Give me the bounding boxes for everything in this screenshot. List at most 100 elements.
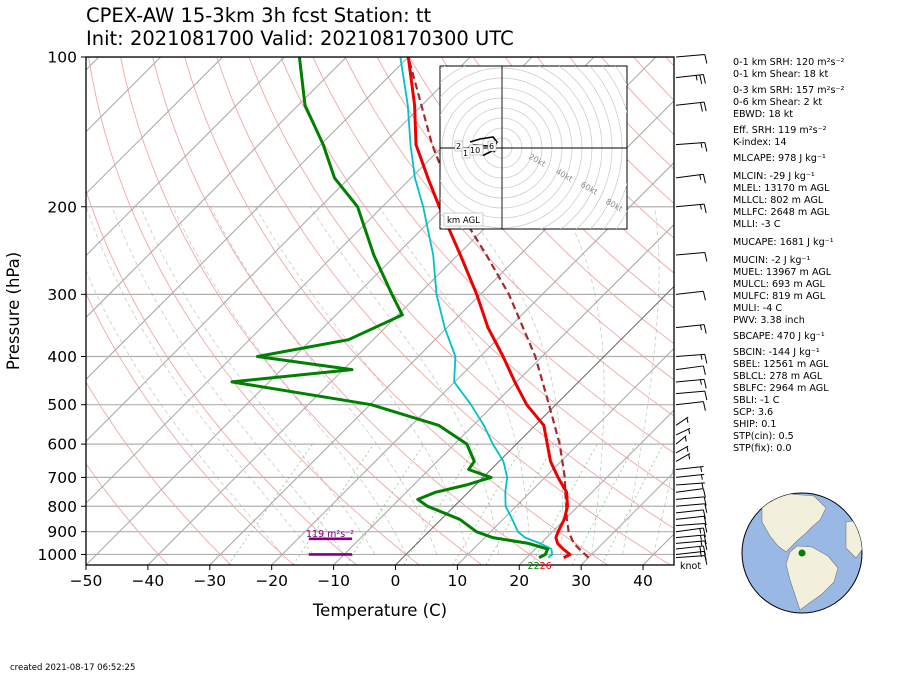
x-tick-label: −10	[317, 572, 350, 590]
wind-barb-flag	[702, 488, 706, 498]
stat-line: SBCAPE: 470 J kg⁻¹	[733, 331, 825, 342]
wind-barb-staff	[675, 527, 704, 533]
wind-barb-flag	[702, 509, 706, 519]
wind-barb-half-flag	[695, 75, 698, 81]
mixing-ratio-line	[601, 443, 664, 565]
wind-barb	[675, 509, 706, 519]
y-tick-label: 700	[47, 469, 77, 487]
wind-barb-half-flag	[700, 541, 703, 547]
wind-barb-half-flag	[699, 324, 702, 331]
hodograph-height-label: 6	[489, 142, 494, 151]
wind-barb	[675, 353, 708, 364]
wetbulb-profile-line	[399, 57, 553, 559]
x-tick-label: −40	[132, 572, 165, 590]
wind-barb-staff	[675, 453, 691, 462]
wind-barb-half-flag	[700, 142, 703, 148]
wind-barb-flag	[703, 324, 707, 334]
stat-line: MULFC: 819 m AGL	[733, 291, 826, 302]
wind-barb	[675, 550, 707, 561]
surface-temperature-label: 26	[540, 561, 552, 572]
stat-line: SCP: 3.6	[733, 407, 774, 418]
mixing-ratio-line	[571, 443, 636, 565]
wind-barb	[675, 142, 708, 152]
dry-adiabat	[86, 462, 169, 565]
wind-barb	[675, 473, 705, 480]
dry-adiabat	[344, 57, 674, 417]
wind-barb-flag	[703, 496, 707, 506]
wind-barb-staff	[675, 545, 704, 550]
dry-adiabat	[86, 292, 295, 565]
stat-line: 0-1 km SRH: 120 m²s⁻²	[733, 57, 845, 68]
wind-barb-flag	[703, 534, 707, 545]
wind-barb	[675, 527, 706, 538]
stat-line: SHIP: 0.1	[733, 419, 777, 430]
sounding-indices-panel: 0-1 km SRH: 120 m²s⁻² 0-1 km Shear: 18 kt…	[733, 57, 844, 455]
wind-barb	[675, 503, 708, 513]
surface-dewpoint-label: 22	[528, 561, 540, 572]
dewpoint-profile-line	[230, 57, 550, 560]
wind-barb-flag	[703, 516, 707, 526]
dry-adiabat	[408, 57, 674, 345]
wind-barb-flag	[702, 527, 706, 538]
moist-adiabat	[378, 206, 531, 555]
stat-line: SBLI: -1 C	[733, 395, 780, 406]
isotherm	[86, 57, 409, 381]
wind-barb	[675, 427, 691, 436]
wind-barb-staff	[675, 203, 705, 208]
hodograph-height-box	[461, 147, 471, 159]
stat-line: 0-1 km Shear: 18 kt	[733, 69, 829, 80]
wind-barb-staff	[675, 515, 705, 520]
wind-barb-staff	[675, 488, 704, 493]
stat-line: MUCIN: -2 J kg⁻¹	[733, 255, 811, 266]
x-tick-label: 30	[571, 572, 591, 590]
wind-barb-half-flag	[688, 428, 691, 435]
wind-barb-flag	[704, 391, 708, 401]
wind-barb	[675, 534, 707, 545]
stat-line: MLCAPE: 978 J kg⁻¹	[733, 153, 826, 164]
wind-barb	[675, 545, 706, 556]
y-tick-label: 900	[47, 523, 77, 541]
wind-barb-staff	[675, 142, 705, 146]
wind-barb-half-flag	[699, 551, 702, 557]
temperature-profile-line	[406, 57, 572, 560]
wind-barb	[675, 488, 706, 498]
moist-adiabat	[210, 206, 438, 555]
stat-line: MULCL: 693 m AGL	[733, 279, 825, 290]
wind-barb-flag	[704, 54, 708, 64]
wind-barb-staff	[675, 482, 705, 486]
stat-line: MLLI: -3 C	[733, 219, 781, 230]
wind-barb-flag	[704, 540, 708, 551]
wind-barb	[675, 540, 708, 551]
wind-barb-half-flag	[699, 174, 702, 180]
stat-line: SBLFC: 2964 m AGL	[733, 383, 829, 394]
wind-barb	[675, 515, 707, 526]
wind-barb-staff	[675, 390, 705, 395]
mixing-ratio-line	[345, 443, 425, 565]
isotherm	[86, 57, 162, 133]
wind-barb	[675, 101, 707, 112]
x-tick-label: 0	[391, 572, 401, 590]
wind-barb-flag	[702, 545, 706, 556]
created-timestamp: created 2021-08-17 06:52:25	[10, 663, 136, 673]
hodograph-height-label: 10	[470, 146, 480, 155]
stat-line: MUCAPE: 1681 J kg⁻¹	[733, 237, 834, 248]
location-globe	[741, 492, 863, 614]
wind-barb-staff	[675, 523, 705, 527]
wind-barb-staff	[675, 445, 689, 454]
hodograph-height-label: 1	[463, 149, 468, 158]
wind-barb-staff	[675, 378, 705, 383]
wind-barb-staff	[675, 540, 705, 544]
stat-line: STP(fix): 0.0	[733, 443, 792, 454]
moist-adiabat	[172, 206, 407, 555]
stat-line: MLLCL: 802 m AGL	[733, 195, 824, 206]
stat-line: SBLCL: 278 m AGL	[733, 371, 823, 382]
wind-barb	[675, 324, 707, 334]
wind-barb	[675, 390, 708, 401]
wind-barb-flag	[704, 523, 708, 533]
wind-barb-half-flag	[686, 446, 689, 452]
wind-barb-staff	[675, 416, 689, 426]
isotherm	[456, 347, 674, 565]
wind-barb-flag	[704, 354, 708, 364]
wind-barb	[675, 173, 706, 184]
